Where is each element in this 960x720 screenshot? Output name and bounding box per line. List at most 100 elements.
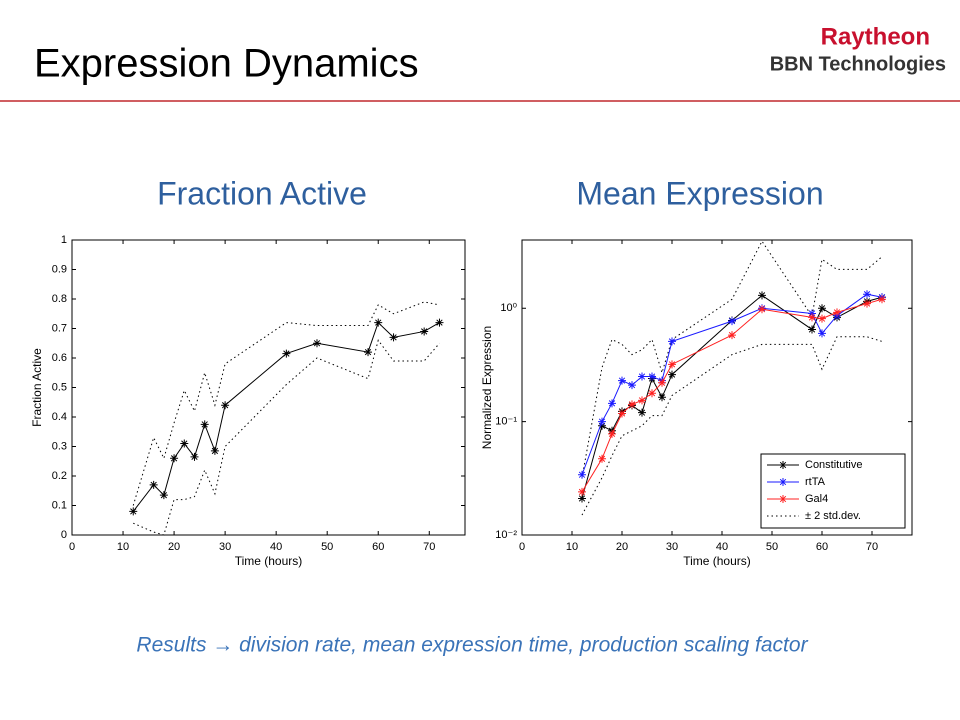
legend-label: Gal4 (805, 493, 828, 505)
x-tick-label: 20 (616, 541, 628, 553)
marker (282, 349, 291, 358)
x-tick-label: 60 (372, 541, 384, 553)
marker (200, 420, 209, 429)
marker (628, 400, 636, 409)
marker (618, 376, 626, 385)
x-tick-label: 10 (117, 541, 129, 553)
marker (758, 305, 766, 314)
marker (598, 417, 606, 426)
marker (758, 291, 766, 300)
y-tick-label: 10⁻¹ (495, 416, 517, 428)
series-line (581, 298, 883, 493)
marker (638, 408, 646, 417)
marker (149, 480, 158, 489)
marker (180, 439, 189, 448)
marker (170, 454, 179, 463)
marker (598, 421, 606, 430)
x-axis-label: Time (hours) (683, 554, 751, 568)
marker (312, 339, 321, 348)
marker (364, 348, 373, 357)
y-tick-label: 0.9 (52, 263, 67, 275)
marker (578, 494, 586, 503)
x-tick-label: 40 (716, 541, 728, 553)
band-upper (132, 301, 440, 506)
marker (818, 304, 826, 313)
series-line (581, 293, 883, 475)
marker (159, 491, 168, 500)
marker (863, 290, 871, 299)
marker (608, 429, 616, 438)
y-tick-label: 0.2 (52, 470, 67, 482)
x-tick-label: 0 (69, 541, 75, 553)
marker (628, 381, 636, 390)
marker (598, 454, 606, 463)
x-axis-label: Time (hours) (235, 554, 303, 568)
marker (648, 372, 656, 381)
band-lower (581, 336, 883, 516)
legend-label: Constitutive (805, 459, 862, 471)
marker (578, 487, 586, 496)
marker (818, 329, 826, 338)
marker (658, 378, 666, 387)
y-axis-label: Fraction Active (30, 348, 44, 427)
marker (648, 389, 656, 398)
marker (618, 409, 626, 418)
marker (818, 314, 826, 323)
marker (608, 399, 616, 408)
y-tick-label: 1 (61, 234, 67, 246)
slide-title: Expression Dynamics (34, 42, 419, 86)
x-tick-label: 40 (270, 541, 282, 553)
y-tick-label: 0.1 (52, 499, 67, 511)
marker (808, 313, 816, 322)
logo-line2: BBN Technologies (770, 53, 946, 75)
x-tick-label: 20 (168, 541, 180, 553)
legend-marker (779, 461, 787, 469)
marker (728, 317, 736, 326)
plot-area (71, 239, 466, 536)
y-tick-label: 0.7 (52, 322, 67, 334)
logo-line1: Raytheon (821, 23, 930, 50)
marker (210, 446, 219, 455)
marker (833, 308, 841, 317)
marker (638, 372, 646, 381)
x-tick-label: 30 (219, 541, 231, 553)
footer: Results → division rate, mean expression… (136, 634, 808, 657)
series-line (581, 294, 883, 499)
marker (374, 318, 383, 327)
legend-label: ± 2 std.dev. (805, 510, 861, 522)
chart-title: Mean Expression (576, 175, 823, 211)
x-tick-label: 30 (666, 541, 678, 553)
marker (638, 396, 646, 405)
legend-label: rtTA (805, 476, 826, 488)
marker (808, 325, 816, 334)
marker (863, 299, 871, 308)
marker (668, 337, 676, 346)
marker (658, 393, 666, 402)
legend-marker (779, 495, 787, 503)
y-tick-label: 0.6 (52, 352, 67, 364)
marker (578, 470, 586, 479)
y-tick-label: 10⁰ (500, 302, 517, 314)
band-lower (133, 339, 440, 536)
y-tick-label: 0.3 (52, 440, 67, 452)
x-tick-label: 50 (321, 541, 333, 553)
y-tick-label: 0.4 (52, 411, 67, 423)
x-tick-label: 10 (566, 541, 578, 553)
y-tick-label: 10⁻² (495, 529, 517, 541)
x-tick-label: 50 (766, 541, 778, 553)
band-upper (581, 240, 883, 478)
marker (190, 452, 199, 461)
x-tick-label: 0 (519, 541, 525, 553)
x-tick-label: 70 (423, 541, 435, 553)
marker (668, 370, 676, 379)
marker (221, 401, 230, 410)
marker (878, 295, 886, 304)
marker (129, 507, 138, 516)
y-tick-label: 0 (61, 529, 67, 541)
chart-title: Fraction Active (157, 175, 367, 211)
x-tick-label: 60 (816, 541, 828, 553)
marker (668, 360, 676, 369)
marker (435, 318, 444, 327)
